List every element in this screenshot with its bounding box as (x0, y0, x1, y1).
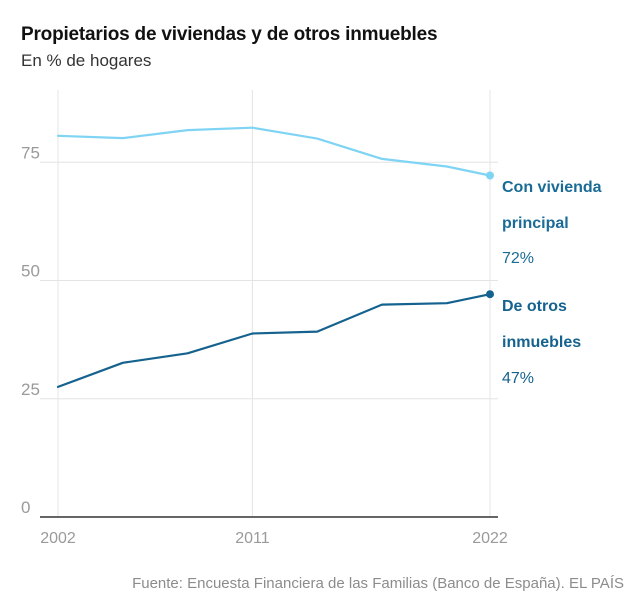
series-end-marker (486, 290, 494, 299)
x-tick-label: 2011 (235, 530, 270, 547)
series-end-marker (486, 171, 494, 180)
y-tick-label: 0 (21, 498, 30, 517)
series-name-label: inmuebles (502, 334, 581, 351)
x-tick-label: 2002 (40, 530, 76, 547)
labels-layer: Con vivienda principal 72% De otros inmueble… (502, 179, 602, 387)
y-tick-label: 50 (21, 262, 40, 281)
y-tick-label: 75 (21, 143, 40, 162)
grid-layer: 2002 2011 2022 0 25 50 75 (21, 90, 508, 547)
series-value-label: 72% (502, 250, 534, 267)
chart-title: Propietarios de viviendas y de otros inm… (21, 24, 438, 45)
series-value-label: 47% (502, 370, 534, 387)
series-line (56, 293, 492, 388)
series-line (56, 126, 492, 177)
chart-subtitle: En % de hogares (21, 51, 152, 70)
y-tick-label: 25 (21, 380, 40, 399)
source-note: Fuente: Encuesta Financiera de las Famil… (132, 575, 624, 592)
lines-layer (56, 126, 494, 388)
series-name-label: Con vivienda (502, 179, 602, 196)
series-name-label: De otros (502, 298, 567, 315)
line-chart: 2002 2011 2022 0 25 50 75 Con vivienda principa… (21, 90, 602, 547)
series-name-label: principal (502, 215, 569, 232)
x-tick-label: 2022 (472, 530, 508, 547)
